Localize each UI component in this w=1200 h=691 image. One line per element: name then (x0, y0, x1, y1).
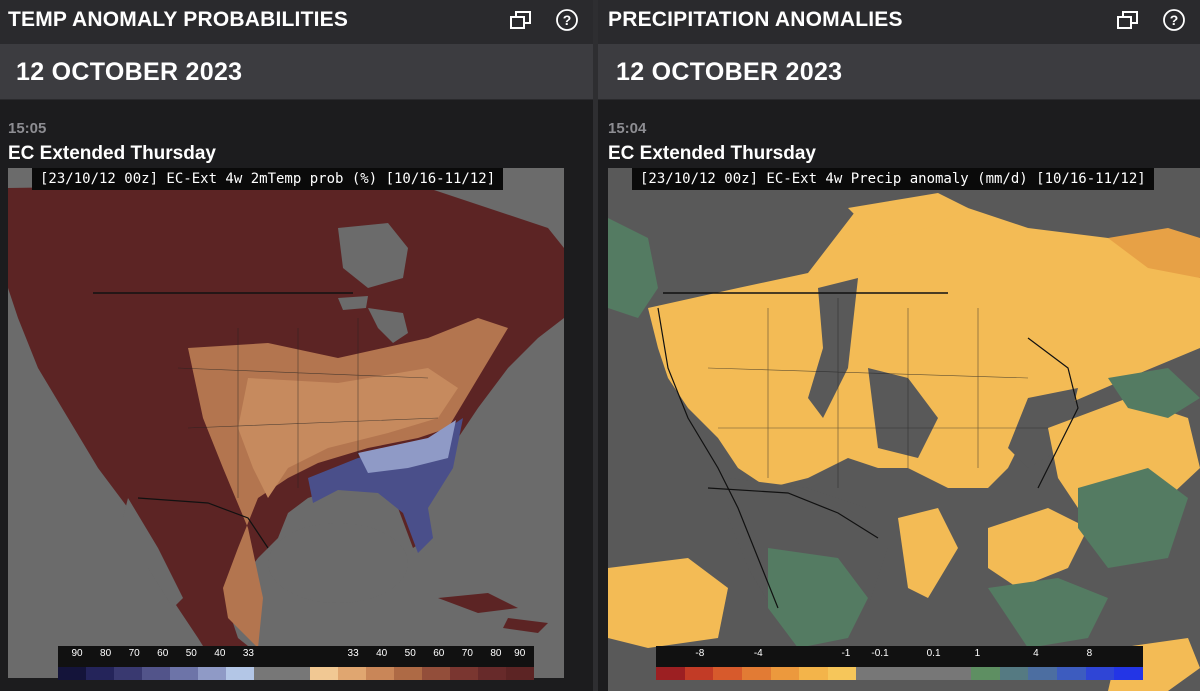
legend-swatch (114, 667, 142, 680)
model-name: EC Extended Thursday (8, 143, 216, 164)
legend-label: 1 (974, 648, 981, 659)
legend-label: 0.1 (926, 648, 941, 659)
legend-swatch (422, 667, 450, 680)
legend-swatch (913, 667, 943, 680)
date-bar: 12 OCTOBER 2023 (598, 44, 1200, 100)
legend-label: 60 (157, 648, 169, 659)
legend-swatch (885, 667, 914, 680)
legend-swatch (86, 667, 114, 680)
legend-swatch (198, 667, 226, 680)
panel-header: TEMP ANOMALY PROBABILITIES ? (0, 0, 593, 44)
legend-label: 90 (71, 648, 83, 659)
svg-text:?: ? (1170, 12, 1179, 28)
header-icons: ? (509, 8, 579, 32)
map-caption: [23/10/12 00z] EC-Ext 4w 2mTemp prob (%)… (32, 168, 504, 190)
legend-swatch (741, 667, 771, 680)
precip-map[interactable]: [23/10/12 00z] EC-Ext 4w Precip anomaly … (608, 168, 1200, 691)
help-circle-icon[interactable]: ? (1162, 8, 1186, 32)
panel-divider (593, 0, 598, 691)
legend-swatch (338, 667, 366, 680)
legend-swatch (142, 667, 170, 680)
legend-label: 70 (128, 648, 140, 659)
help-circle-icon[interactable]: ? (555, 8, 579, 32)
panel-header: PRECIPITATION ANOMALIES ? (598, 0, 1200, 44)
legend-label: 70 (461, 648, 473, 659)
legend-swatch (799, 667, 828, 680)
legend-swatch (1085, 667, 1115, 680)
legend-swatch (254, 667, 282, 680)
model-name: EC Extended Thursday (608, 143, 816, 164)
legend-swatch (450, 667, 478, 680)
legend-label: 80 (490, 648, 502, 659)
legend-swatch (856, 667, 886, 680)
legend-label: 50 (404, 648, 416, 659)
legend-label: 50 (185, 648, 197, 659)
svg-text:?: ? (563, 12, 572, 28)
legend-swatch (394, 667, 422, 680)
legend-label: 4 (1033, 648, 1039, 659)
legend-swatch (1028, 667, 1057, 680)
legend-label: 60 (433, 648, 445, 659)
precip-anomaly-panel: PRECIPITATION ANOMALIES ? 12 OCTOBER 202… (598, 0, 1200, 691)
date-label: 12 OCTOBER 2023 (16, 58, 243, 86)
legend-label: -0.1 (871, 648, 889, 659)
map-caption: [23/10/12 00z] EC-Ext 4w Precip anomaly … (632, 168, 1154, 190)
legend-label: -1 (841, 648, 851, 659)
precip-legend: -8 -4 -1 -0.1 0.1 1 4 8 (656, 646, 1143, 680)
legend-labels: -8 -4 -1 -0.1 0.1 1 4 8 (656, 646, 1143, 662)
legend-label: -8 (695, 648, 705, 659)
legend-swatch (506, 667, 534, 680)
legend-swatch (1114, 667, 1143, 680)
legend-swatch (684, 667, 714, 680)
expand-window-icon[interactable] (1116, 8, 1140, 32)
legend-swatch (58, 667, 86, 680)
date-label: 12 OCTOBER 2023 (616, 58, 843, 86)
legend-label: 33 (347, 648, 359, 659)
legend-label: 40 (214, 648, 226, 659)
legend-label: 90 (514, 648, 526, 659)
temp-anomaly-panel: TEMP ANOMALY PROBABILITIES ? 12 OCTOBER … (0, 0, 593, 691)
legend-swatch (1056, 667, 1086, 680)
temp-legend: 90 80 70 60 50 40 33 33 40 50 60 70 80 9… (58, 646, 534, 680)
legend-swatch (999, 667, 1029, 680)
legend-label: 80 (100, 648, 112, 659)
date-bar: 12 OCTOBER 2023 (0, 44, 593, 100)
legend-label: 8 (1086, 648, 1093, 659)
temp-map-graphic (8, 168, 564, 678)
legend-label: 40 (376, 648, 388, 659)
legend-swatch (366, 667, 394, 680)
legend-swatch (942, 667, 972, 680)
legend-label: -4 (753, 648, 763, 659)
legend-labels: 90 80 70 60 50 40 33 33 40 50 60 70 80 9… (58, 646, 534, 662)
header-icons: ? (1116, 8, 1186, 32)
legend-swatch (170, 667, 198, 680)
legend-swatch (971, 667, 1000, 680)
legend-color-bar (58, 667, 534, 680)
legend-swatch (478, 667, 506, 680)
legend-color-bar (656, 667, 1143, 680)
panel-title: TEMP ANOMALY PROBABILITIES (8, 8, 349, 31)
legend-swatch (310, 667, 338, 680)
precip-map-graphic (608, 168, 1200, 691)
legend-swatch (282, 667, 310, 680)
expand-window-icon[interactable] (509, 8, 533, 32)
panel-title: PRECIPITATION ANOMALIES (608, 8, 903, 31)
legend-label: 33 (242, 648, 254, 659)
temp-map[interactable]: [23/10/12 00z] EC-Ext 4w 2mTemp prob (%)… (8, 168, 564, 678)
timestamp: 15:05 (8, 120, 47, 137)
legend-swatch (226, 667, 254, 680)
legend-swatch (827, 667, 857, 680)
timestamp: 15:04 (608, 120, 647, 137)
legend-swatch (713, 667, 742, 680)
legend-swatch (656, 667, 685, 680)
legend-swatch (770, 667, 800, 680)
